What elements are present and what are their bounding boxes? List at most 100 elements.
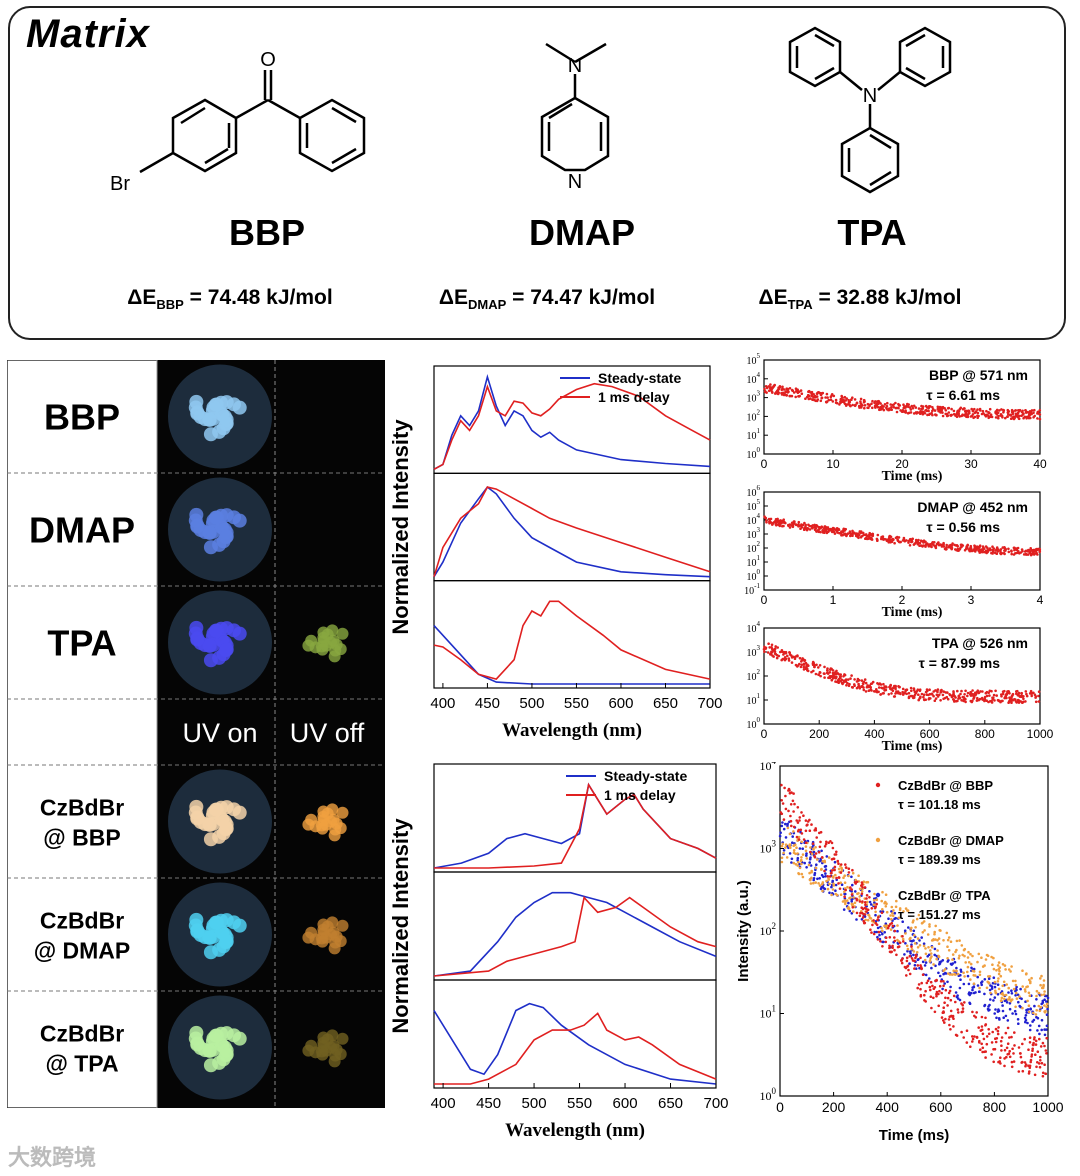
x-axis-label: Wavelength (nm)	[505, 1120, 645, 1141]
decay-point	[829, 667, 833, 670]
decay-point	[780, 860, 784, 864]
decay-point	[832, 527, 835, 530]
decay-point	[1040, 1061, 1044, 1065]
decay-point	[967, 950, 970, 954]
decay-point	[997, 967, 1001, 971]
decay-point	[780, 844, 784, 848]
decay-point	[921, 410, 924, 413]
decay-point	[805, 824, 808, 827]
decay-point	[975, 1011, 978, 1014]
decay-point	[962, 1036, 965, 1039]
decay-point	[779, 831, 782, 834]
decay-point	[952, 1025, 955, 1028]
decay-point	[992, 976, 996, 979]
decay-point	[931, 406, 934, 409]
decay-point	[905, 959, 909, 963]
tpa-energy: ΔETPA = 32.88 kJ/mol	[758, 286, 962, 313]
decay-point	[875, 930, 879, 934]
decay-point	[871, 406, 874, 410]
sample-uv-off	[317, 918, 330, 931]
sample-uv-on	[219, 416, 234, 431]
decay-point	[1021, 701, 1025, 704]
decay-point	[952, 698, 956, 702]
decay-point	[889, 928, 893, 931]
decay-point	[794, 523, 798, 526]
spectrum-line-steady	[433, 373, 711, 471]
x-tick-label: 500	[522, 1095, 547, 1112]
decay-point	[810, 870, 813, 874]
legend-label: CzBdBr @ DMAP	[898, 833, 1004, 848]
decay-point	[934, 697, 938, 700]
decay-point	[937, 971, 940, 975]
decay-point	[851, 906, 855, 909]
decay-point	[887, 693, 891, 696]
decay-point	[800, 663, 804, 666]
decay-point	[971, 988, 974, 992]
decay-point	[844, 901, 847, 904]
decay-point	[810, 823, 813, 826]
decay-point	[806, 820, 810, 823]
decay-point	[872, 919, 875, 922]
decay-point	[837, 876, 841, 879]
decay-point	[788, 526, 792, 529]
decay-point	[996, 1010, 1000, 1013]
sample-uv-on	[202, 1043, 217, 1058]
decay-panel-label: TPA @ 526 nm	[932, 635, 1028, 651]
decay-point	[942, 1006, 945, 1009]
decay-point	[945, 543, 948, 547]
spectrum-line-delay	[434, 782, 717, 869]
sample-uv-on	[189, 912, 204, 927]
decay-point	[941, 987, 944, 991]
x-axis-label: Time (ms)	[879, 1127, 950, 1144]
decay-point	[1003, 997, 1006, 1001]
decay-point	[830, 841, 834, 845]
decay-point	[992, 693, 996, 697]
decay-point	[996, 993, 1000, 996]
decay-point	[835, 876, 838, 880]
decay-point	[964, 689, 967, 693]
decay-point	[790, 857, 794, 861]
decay-point	[770, 646, 773, 649]
decay-point	[898, 685, 901, 689]
decay-point	[905, 956, 909, 960]
decay-point	[941, 959, 945, 962]
decay-point	[828, 882, 831, 886]
decay-point	[970, 692, 974, 696]
decay-point	[897, 404, 901, 407]
decay-point	[935, 990, 939, 994]
decay-point	[1000, 1036, 1004, 1039]
decay-point	[1007, 410, 1011, 413]
decay-point	[828, 875, 832, 878]
decay-point	[792, 792, 795, 795]
decay-point	[861, 900, 864, 903]
decay-point	[888, 936, 892, 939]
decay-point	[916, 946, 920, 949]
decay-point	[926, 979, 930, 982]
decay-point	[781, 802, 785, 805]
decay-point	[799, 665, 803, 669]
decay-point	[819, 399, 823, 403]
decay-point	[837, 867, 841, 871]
decay-point	[996, 964, 1000, 967]
decay-point	[879, 402, 882, 405]
decay-point	[1013, 1044, 1016, 1047]
decay-point	[896, 945, 900, 949]
decay-point	[1011, 410, 1015, 413]
decay-point	[855, 880, 859, 884]
decay-point	[774, 645, 777, 648]
decay-point	[863, 406, 866, 410]
decay-point	[892, 909, 895, 912]
decay-point	[808, 861, 811, 864]
decay-point	[1031, 552, 1035, 555]
decay-point	[800, 523, 803, 526]
decay-point	[951, 958, 954, 961]
decay-point	[934, 938, 937, 941]
decay-point	[804, 525, 807, 528]
decay-point	[870, 402, 873, 406]
decay-point	[801, 847, 804, 850]
decay-point	[972, 548, 976, 552]
decay-point	[959, 692, 962, 696]
decay-point	[1022, 695, 1025, 698]
decay-point	[798, 662, 801, 666]
decay-point	[1015, 997, 1019, 1000]
